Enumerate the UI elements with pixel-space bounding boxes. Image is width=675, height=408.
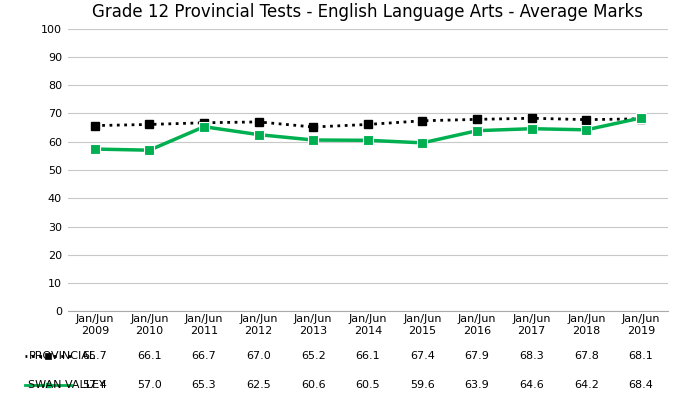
Line: SWAN VALLEY: SWAN VALLEY (90, 113, 646, 155)
Text: 59.6: 59.6 (410, 380, 435, 390)
SWAN VALLEY (528, 126, 536, 131)
SWAN VALLEY (200, 124, 208, 129)
Text: 65.2: 65.2 (301, 350, 325, 361)
SWAN VALLEY (473, 128, 481, 133)
SWAN VALLEY (254, 132, 263, 137)
Text: 65.3: 65.3 (192, 380, 217, 390)
Text: Jan/Jun
2010: Jan/Jun 2010 (130, 314, 169, 336)
Text: Jan/Jun
2019: Jan/Jun 2019 (622, 314, 660, 336)
PROVINCIAL (364, 122, 372, 127)
Text: 68.4: 68.4 (628, 380, 653, 390)
Text: 66.1: 66.1 (356, 350, 380, 361)
Text: 67.4: 67.4 (410, 350, 435, 361)
Title: Grade 12 Provincial Tests - English Language Arts - Average Marks: Grade 12 Provincial Tests - English Lang… (92, 3, 643, 22)
Line: PROVINCIAL: PROVINCIAL (90, 114, 645, 131)
SWAN VALLEY (637, 115, 645, 120)
SWAN VALLEY (90, 146, 99, 151)
Text: 57.4: 57.4 (82, 380, 107, 390)
PROVINCIAL (90, 123, 99, 128)
Text: 67.9: 67.9 (464, 350, 489, 361)
Text: Jan/Jun
2016: Jan/Jun 2016 (458, 314, 496, 336)
SWAN VALLEY (364, 138, 372, 143)
Text: Jan/Jun
2014: Jan/Jun 2014 (348, 314, 387, 336)
Text: Jan/Jun
2012: Jan/Jun 2012 (240, 314, 278, 336)
Text: Jan/Jun
2015: Jan/Jun 2015 (403, 314, 441, 336)
PROVINCIAL (528, 116, 536, 121)
Text: 57.0: 57.0 (137, 380, 162, 390)
Text: 68.3: 68.3 (519, 350, 544, 361)
PROVINCIAL (583, 117, 591, 122)
Text: Jan/Jun
2013: Jan/Jun 2013 (294, 314, 333, 336)
Text: 63.9: 63.9 (464, 380, 489, 390)
Text: Jan/Jun
2017: Jan/Jun 2017 (512, 314, 551, 336)
PROVINCIAL (254, 120, 263, 124)
Text: 66.7: 66.7 (192, 350, 217, 361)
Text: 64.6: 64.6 (519, 380, 544, 390)
Text: 60.5: 60.5 (356, 380, 380, 390)
SWAN VALLEY (418, 140, 427, 145)
Text: 65.7: 65.7 (82, 350, 107, 361)
SWAN VALLEY (583, 127, 591, 132)
Text: 62.5: 62.5 (246, 380, 271, 390)
Text: 66.1: 66.1 (137, 350, 162, 361)
PROVINCIAL (418, 118, 427, 123)
Text: SWAN VALLEY: SWAN VALLEY (28, 380, 106, 390)
PROVINCIAL (200, 120, 208, 125)
Text: PROVINCIAL: PROVINCIAL (28, 350, 96, 361)
Text: 68.1: 68.1 (628, 350, 653, 361)
Text: Jan/Jun
2011: Jan/Jun 2011 (185, 314, 223, 336)
Text: 64.2: 64.2 (574, 380, 599, 390)
PROVINCIAL (637, 116, 645, 121)
SWAN VALLEY (309, 137, 317, 142)
Text: 60.6: 60.6 (301, 380, 325, 390)
SWAN VALLEY (145, 148, 153, 153)
PROVINCIAL (309, 124, 317, 129)
Text: Jan/Jun
2009: Jan/Jun 2009 (76, 314, 114, 336)
PROVINCIAL (145, 122, 153, 127)
Text: Jan/Jun
2018: Jan/Jun 2018 (567, 314, 605, 336)
Text: 67.0: 67.0 (246, 350, 271, 361)
PROVINCIAL (473, 117, 481, 122)
Text: 67.8: 67.8 (574, 350, 599, 361)
